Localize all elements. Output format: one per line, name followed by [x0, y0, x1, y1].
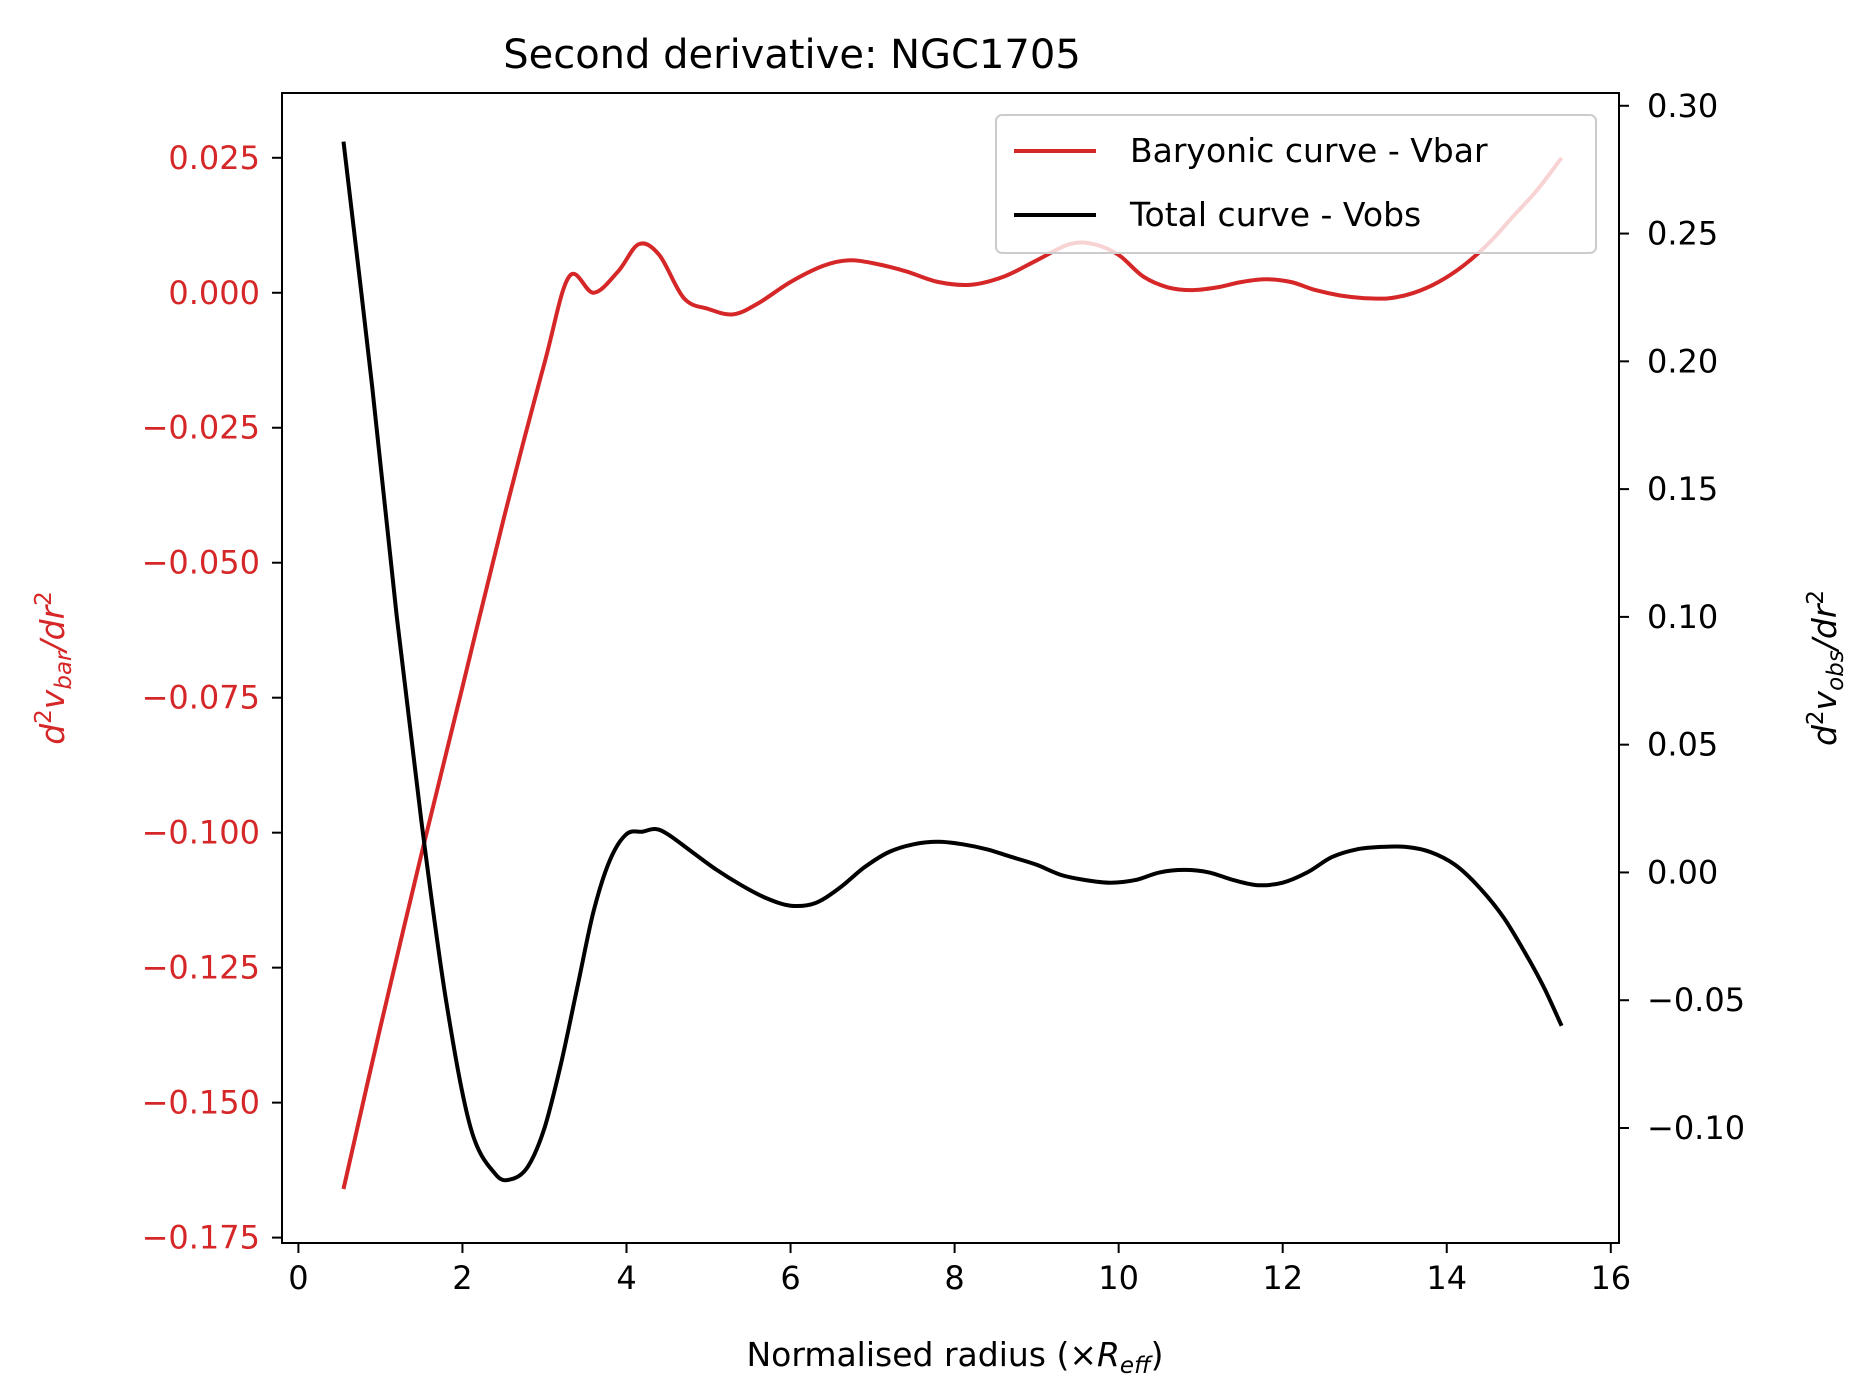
right-y-label-exp: 2 [1803, 710, 1829, 725]
right-y-label-prefix: d [1805, 724, 1844, 746]
left-y-axis-ticks: 0.025 0.000 −0.025 −0.050 −0.075 −0.100 −0.125… [142, 139, 282, 1257]
x-tick-label: 8 [944, 1259, 964, 1297]
left-y-tick-label: −0.075 [142, 679, 260, 717]
legend: Baryonic curve - Vbar Total curve - Vobs [995, 114, 1597, 254]
right-y-tick-label: 0.05 [1647, 726, 1718, 764]
series-layer [341, 141, 1564, 1190]
x-axis-label-symbol: R [1097, 1335, 1120, 1374]
x-axis-label-text: Normalised radius (× [746, 1335, 1097, 1374]
left-y-label-var: v [33, 689, 72, 709]
right-y-tick-label: −0.10 [1647, 1109, 1745, 1147]
right-y-tick-label: 0.15 [1647, 470, 1718, 508]
left-y-axis-label: d2vbar/dr2 [31, 591, 77, 745]
right-y-tick-label: 0.30 [1647, 87, 1718, 125]
left-y-label-exp2: 2 [31, 591, 57, 606]
left-y-label-prefix: d [33, 723, 72, 745]
right-y-tick-label: −0.05 [1647, 981, 1745, 1019]
right-y-axis-ticks: 0.30 0.25 0.20 0.15 0.10 0.05 0.00 −0.05 −0.10 [1619, 87, 1745, 1147]
right-y-label-sub: obs [1823, 650, 1849, 691]
x-tick-label: 6 [780, 1259, 800, 1297]
left-y-tick-label: 0.000 [168, 274, 260, 312]
x-tick-label: 10 [1098, 1259, 1139, 1297]
x-tick-label: 14 [1426, 1259, 1467, 1297]
chart-title: Second derivative: NGC1705 [503, 32, 1081, 78]
x-tick-label: 2 [452, 1259, 472, 1297]
x-tick-label: 0 [288, 1259, 308, 1297]
left-y-tick-label: −0.025 [142, 409, 260, 447]
x-tick-label: 12 [1262, 1259, 1303, 1297]
right-y-label-exp2: 2 [1803, 590, 1829, 605]
legend-box [995, 114, 1597, 254]
plot-area [281, 92, 1620, 1244]
legend-label-vobs: Total curve - Vobs [1129, 195, 1421, 234]
left-y-label-exp: 2 [31, 709, 57, 724]
left-y-tick-label: −0.050 [142, 544, 260, 582]
x-tick-label: 16 [1590, 1259, 1631, 1297]
right-y-tick-label: 0.25 [1647, 215, 1718, 253]
left-y-label-mid: /dr [33, 603, 72, 654]
right-y-label-mid: /dr [1805, 602, 1844, 653]
right-y-axis-label: d2vobs/dr2 [1803, 590, 1849, 746]
right-y-tick-label: 0.10 [1647, 598, 1718, 636]
left-y-tick-label: −0.150 [142, 1084, 260, 1122]
x-axis-ticks: 0 2 4 6 8 10 12 14 16 [288, 1243, 1631, 1297]
left-y-tick-label: −0.175 [142, 1219, 260, 1257]
left-y-tick-label: 0.025 [168, 139, 260, 177]
series-line-vbar [341, 156, 1564, 1190]
right-y-tick-label: 0.20 [1647, 342, 1718, 380]
left-y-tick-label: −0.100 [142, 814, 260, 852]
left-y-tick-label: −0.125 [142, 949, 260, 987]
left-y-label-sub: bar [51, 650, 77, 690]
legend-label-vbar: Baryonic curve - Vbar [1130, 131, 1488, 170]
plot-frame [281, 92, 1620, 1244]
x-tick-label: 4 [616, 1259, 636, 1297]
x-axis-label-close: ) [1151, 1335, 1164, 1374]
right-y-label-var: v [1805, 690, 1844, 710]
series-line-vobs [341, 141, 1564, 1183]
x-axis-label-subscript: eff [1120, 1353, 1153, 1379]
right-y-tick-label: 0.00 [1647, 853, 1718, 891]
x-axis-label: Normalised radius (×Reff) [746, 1335, 1163, 1379]
